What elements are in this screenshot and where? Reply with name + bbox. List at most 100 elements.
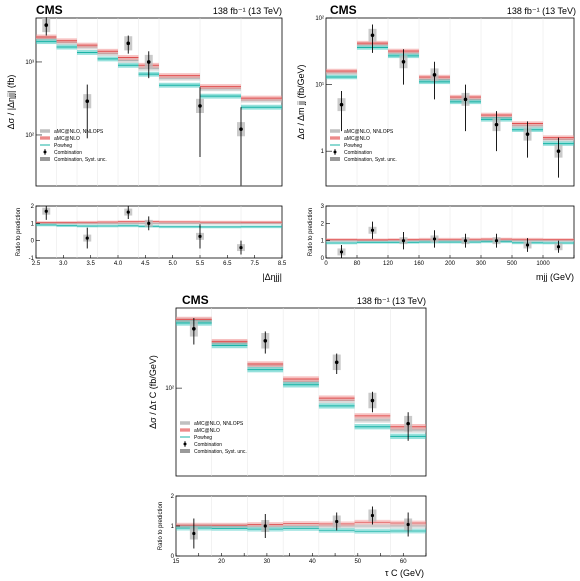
x-axis-label: mjj (GeV) [536, 272, 574, 282]
data-point [263, 338, 268, 343]
x-tick-label: 3.5 [86, 261, 95, 267]
legend-entry-label: Combination [194, 442, 222, 448]
y-tick-label: 10² [315, 16, 324, 22]
x-tick-label: 15 [173, 559, 180, 565]
x-tick-label: 20 [218, 559, 225, 565]
legend-entry-label: Combination [344, 150, 372, 156]
x-tick-label: 7.5 [250, 261, 259, 267]
panel-2: CMS 138 fb⁻¹ (13 TeV) 10² 10¹ 1 Δσ / Δm jj… [296, 3, 576, 282]
ratio-y-axis-label: Ratio to prediction [308, 208, 314, 256]
x-tick-label: 2.5 [32, 261, 41, 267]
data-point [556, 149, 561, 153]
ratio-y-axis-label: Ratio to prediction [16, 208, 22, 256]
legend: aMC@NLO, NNLOPSaMC@NLOPowhegCombinationC… [330, 129, 397, 163]
legend-entry-label: aMC@NLO [344, 136, 370, 142]
ratio-point [126, 210, 130, 214]
ratio-point [494, 239, 499, 243]
data-point [370, 398, 375, 403]
ratio-point [192, 531, 196, 536]
ratio-point [406, 522, 410, 527]
y-axis-label: Δσ / Δτ C (fb/GeV) [148, 355, 158, 429]
x-tick-label: 8.5 [278, 261, 287, 267]
x-tick-label: 1000 [536, 261, 550, 267]
ratio-point [556, 245, 561, 249]
data-point [239, 127, 243, 131]
legend-swatch-box [40, 157, 50, 161]
legend-entry-label: Combination [54, 150, 82, 156]
x-axis-label: τ C (GeV) [385, 568, 424, 578]
y-tick-label: 10² [165, 386, 174, 392]
ratio-y-tick-label: 1 [31, 221, 35, 227]
x-tick-label: 60 [400, 559, 407, 565]
data-point [463, 97, 468, 102]
x-tick-label: 5.5 [196, 261, 205, 267]
ratio-point [370, 228, 375, 232]
lumi-label: 138 fb⁻¹ (13 TeV) [357, 296, 426, 306]
legend: aMC@NLO, NNLOPSaMC@NLOPowhegCombinationC… [40, 129, 107, 163]
ratio-point [432, 237, 437, 241]
y-tick-label: 10² [25, 133, 34, 139]
main-plot-marks: 10² 10¹ 1 [315, 16, 574, 186]
ratio-point [339, 250, 344, 254]
cms-logo: CMS [36, 3, 63, 17]
main-plot-frame [175, 307, 427, 477]
x-tick-label: 160 [414, 261, 425, 267]
ratio-plot-marks: 0 1 2 3 0 80 120 160 200 300 500 1000 [321, 204, 575, 267]
x-tick-label: 120 [383, 261, 394, 267]
ratio-y-tick-label: 2 [171, 494, 175, 500]
data-point [334, 360, 339, 365]
data-point [85, 99, 90, 104]
legend-swatch-box [180, 449, 190, 453]
legend-entry-label: aMC@NLO, NNLOPS [194, 421, 244, 427]
data-point [401, 59, 406, 64]
legend-entry-label: aMC@NLO [194, 428, 220, 434]
data-point [406, 421, 410, 426]
x-tick-label: 6.5 [223, 261, 232, 267]
ratio-point [463, 239, 468, 243]
ratio-y-tick-label: 2 [321, 221, 325, 227]
data-point [432, 73, 437, 77]
main-plot-marks: 10³ 10² [25, 17, 282, 186]
panel-1: CMS 138 fb⁻¹ (13 TeV) 10³ 10² Δσ / |Δηjj|… [6, 3, 287, 282]
ratio-point [263, 524, 267, 528]
ratio-plot-marks: -1 0 1 2 2.5 3.0 3.5 4.0 4.5 5.0 5.5 6.5 7.5 8.5 [29, 204, 287, 267]
cms-logo: CMS [330, 3, 357, 17]
legend-entry-label: Powheg [194, 435, 212, 441]
x-tick-label: 3.0 [59, 261, 68, 267]
legend: aMC@NLO, NNLOPSaMC@NLOPowhegCombinationC… [180, 421, 247, 455]
x-tick-label: 30 [264, 559, 271, 565]
legend-entry-label: Powheg [344, 143, 362, 149]
ratio-y-tick-label: 0 [171, 554, 175, 560]
ratio-point [85, 236, 89, 240]
ratio-y-tick-label: -1 [29, 256, 35, 262]
x-tick-label: 40 [309, 559, 316, 565]
legend-swatch-point [43, 150, 47, 154]
x-tick-label: 4.0 [114, 261, 123, 267]
ratio-y-tick-label: 1 [171, 524, 175, 530]
legend-entry-label: aMC@NLO [54, 136, 80, 142]
ratio-point [370, 513, 375, 518]
data-point [44, 23, 49, 27]
lumi-label: 138 fb⁻¹ (13 TeV) [507, 6, 576, 16]
x-tick-label: 0 [324, 261, 328, 267]
x-tick-label: 50 [354, 559, 361, 565]
ratio-point [44, 209, 48, 213]
ratio-point [401, 239, 406, 243]
data-point [146, 60, 151, 64]
x-tick-label: 300 [476, 261, 487, 267]
ratio-point [239, 246, 243, 250]
ratio-point [198, 234, 202, 238]
legend-entry-label: aMC@NLO, NNLOPS [344, 129, 394, 135]
data-point [198, 104, 202, 108]
ratio-y-tick-label: 1 [321, 239, 325, 245]
data-point [525, 132, 530, 136]
cms-logo: CMS [182, 293, 209, 307]
y-axis-label: Δσ / |Δηjj| (fb) [6, 75, 16, 130]
main-plot-marks: 10² [165, 308, 426, 476]
x-tick-label: 80 [354, 261, 361, 267]
y-axis-label: Δσ / Δm jj (fb/GeV) [296, 64, 306, 139]
legend-entry-label: Combination, Syst. unc. [54, 157, 107, 163]
ratio-y-tick-label: 2 [31, 204, 35, 210]
lumi-label: 138 fb⁻¹ (13 TeV) [213, 6, 282, 16]
